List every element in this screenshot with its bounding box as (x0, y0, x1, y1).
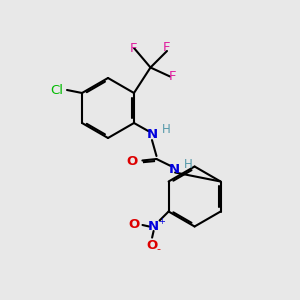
Text: Cl: Cl (50, 83, 63, 97)
Text: +: + (158, 218, 164, 226)
Text: O: O (146, 239, 158, 253)
Text: F: F (163, 41, 171, 54)
Text: F: F (130, 41, 138, 55)
Text: F: F (169, 70, 177, 83)
Text: H: H (184, 158, 193, 171)
Text: N: N (146, 128, 158, 142)
Text: O: O (128, 218, 140, 232)
Text: H: H (162, 123, 171, 136)
Text: N: N (169, 163, 180, 176)
Text: N: N (148, 220, 159, 233)
Text: O: O (127, 155, 138, 169)
Text: -: - (157, 244, 161, 254)
